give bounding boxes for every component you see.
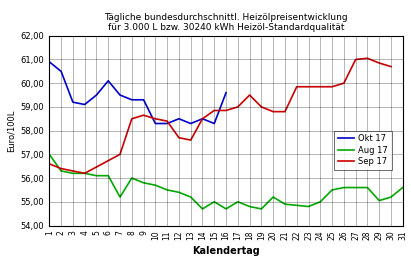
Okt 17: [59, 70, 64, 73]
Okt 17: [82, 103, 87, 106]
Sep 17: [353, 58, 358, 61]
Sep 17: [70, 169, 75, 173]
Aug 17: [59, 169, 64, 173]
Sep 17: [342, 81, 346, 85]
Aug 17: [212, 200, 217, 204]
Aug 17: [141, 181, 146, 185]
Sep 17: [282, 110, 287, 113]
Aug 17: [70, 172, 75, 175]
Aug 17: [247, 205, 252, 208]
Aug 17: [282, 202, 287, 206]
Aug 17: [377, 199, 382, 202]
Aug 17: [388, 195, 393, 199]
Aug 17: [188, 195, 193, 199]
Okt 17: [165, 122, 170, 125]
Aug 17: [224, 207, 229, 211]
Okt 17: [141, 98, 146, 101]
Aug 17: [153, 183, 158, 187]
Aug 17: [118, 195, 122, 199]
Okt 17: [129, 98, 134, 101]
Aug 17: [176, 191, 181, 194]
Aug 17: [330, 188, 335, 192]
Line: Sep 17: Sep 17: [49, 58, 391, 173]
Sep 17: [129, 117, 134, 120]
Y-axis label: Euro/100L: Euro/100L: [6, 109, 15, 152]
Aug 17: [82, 172, 87, 175]
Sep 17: [259, 105, 264, 109]
Sep 17: [294, 85, 299, 88]
Aug 17: [165, 188, 170, 192]
Aug 17: [94, 174, 99, 177]
Aug 17: [342, 186, 346, 189]
Sep 17: [165, 120, 170, 123]
Okt 17: [212, 122, 217, 125]
Aug 17: [106, 174, 111, 177]
Line: Okt 17: Okt 17: [49, 62, 226, 123]
Aug 17: [259, 207, 264, 211]
Sep 17: [141, 114, 146, 117]
Sep 17: [212, 109, 217, 112]
Okt 17: [200, 117, 205, 120]
Sep 17: [224, 109, 229, 112]
Sep 17: [82, 172, 87, 175]
Sep 17: [365, 57, 370, 60]
Sep 17: [47, 162, 52, 166]
Sep 17: [176, 136, 181, 139]
Okt 17: [94, 94, 99, 97]
Okt 17: [176, 117, 181, 120]
Aug 17: [47, 153, 52, 156]
Sep 17: [271, 110, 276, 113]
Okt 17: [47, 60, 52, 64]
Okt 17: [118, 94, 122, 97]
Sep 17: [118, 153, 122, 156]
Sep 17: [200, 117, 205, 120]
Sep 17: [306, 85, 311, 88]
Sep 17: [330, 85, 335, 88]
Legend: Okt 17, Aug 17, Sep 17: Okt 17, Aug 17, Sep 17: [334, 131, 392, 170]
Okt 17: [224, 91, 229, 94]
Aug 17: [353, 186, 358, 189]
Sep 17: [188, 138, 193, 142]
Okt 17: [106, 79, 111, 82]
Aug 17: [129, 177, 134, 180]
X-axis label: Kalendertag: Kalendertag: [192, 246, 260, 256]
Title: Tägliche bundesdurchschnittl. Heizölpreisentwicklung
für 3.000 L bzw. 30240 kWh : Tägliche bundesdurchschnittl. Heizölprei…: [104, 13, 348, 32]
Sep 17: [153, 117, 158, 120]
Sep 17: [236, 105, 240, 109]
Aug 17: [400, 186, 405, 189]
Okt 17: [153, 122, 158, 125]
Sep 17: [388, 65, 393, 68]
Aug 17: [200, 207, 205, 211]
Sep 17: [59, 167, 64, 170]
Okt 17: [70, 100, 75, 104]
Aug 17: [306, 205, 311, 208]
Sep 17: [247, 94, 252, 97]
Aug 17: [365, 186, 370, 189]
Aug 17: [294, 204, 299, 207]
Aug 17: [236, 200, 240, 204]
Line: Aug 17: Aug 17: [49, 154, 403, 209]
Aug 17: [318, 200, 323, 204]
Sep 17: [318, 85, 323, 88]
Sep 17: [377, 61, 382, 65]
Okt 17: [188, 122, 193, 125]
Aug 17: [271, 195, 276, 199]
